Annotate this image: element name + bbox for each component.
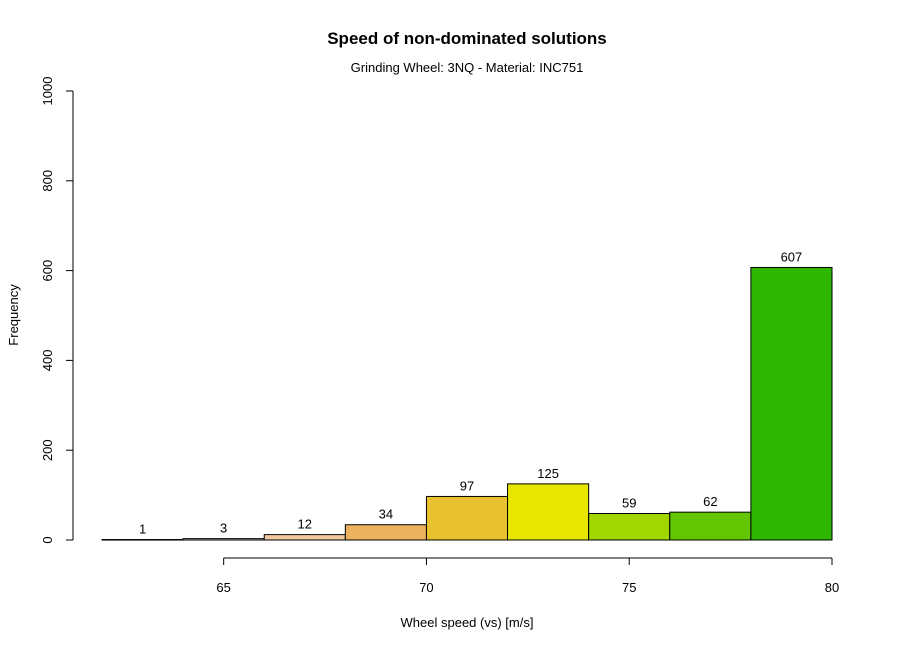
y-tick-label: 0 xyxy=(40,536,55,543)
bar-value-label: 59 xyxy=(622,496,636,511)
histogram-bar xyxy=(588,513,671,541)
bar-value-label: 607 xyxy=(781,249,803,264)
histogram-bar xyxy=(425,495,509,541)
bars xyxy=(101,266,833,541)
histogram-bar xyxy=(669,511,752,541)
bar-value-label: 125 xyxy=(537,466,559,481)
x-axis: 65 70 75 80 xyxy=(216,557,839,595)
chart-title: Speed of non-dominated solutions xyxy=(327,29,607,48)
bar-value-label: 97 xyxy=(460,478,474,493)
y-axis: 0 200 400 600 800 1000 xyxy=(40,77,74,544)
y-tick-label: 600 xyxy=(40,260,55,282)
bar-value-label: 62 xyxy=(703,494,717,509)
histogram-bar xyxy=(182,538,265,541)
histogram-bar xyxy=(507,483,590,541)
x-tick-label: 65 xyxy=(216,580,230,595)
x-tick-label: 70 xyxy=(419,580,433,595)
histogram-bar xyxy=(263,534,346,541)
y-tick-label: 400 xyxy=(40,350,55,372)
y-tick-label: 800 xyxy=(40,170,55,192)
bar-value-label: 3 xyxy=(220,521,227,536)
histogram-bar xyxy=(750,266,833,541)
y-tick-label: 200 xyxy=(40,439,55,461)
bar-value-label: 34 xyxy=(379,507,393,522)
bar-value-label: 1 xyxy=(139,522,146,537)
data-labels: 1 3 12 34 97 125 59 62 607 xyxy=(139,249,802,536)
y-axis-title: Frequency xyxy=(6,284,21,346)
x-axis-title: Wheel speed (vs) [m/s] xyxy=(401,615,534,630)
chart-subtitle: Grinding Wheel: 3NQ - Material: INC751 xyxy=(351,60,584,75)
y-tick-label: 1000 xyxy=(40,77,55,106)
x-tick-label: 75 xyxy=(622,580,636,595)
bar-value-label: 12 xyxy=(298,517,312,532)
histogram-bar xyxy=(101,539,184,541)
x-tick-label: 80 xyxy=(825,580,839,595)
histogram-bar xyxy=(344,524,427,541)
